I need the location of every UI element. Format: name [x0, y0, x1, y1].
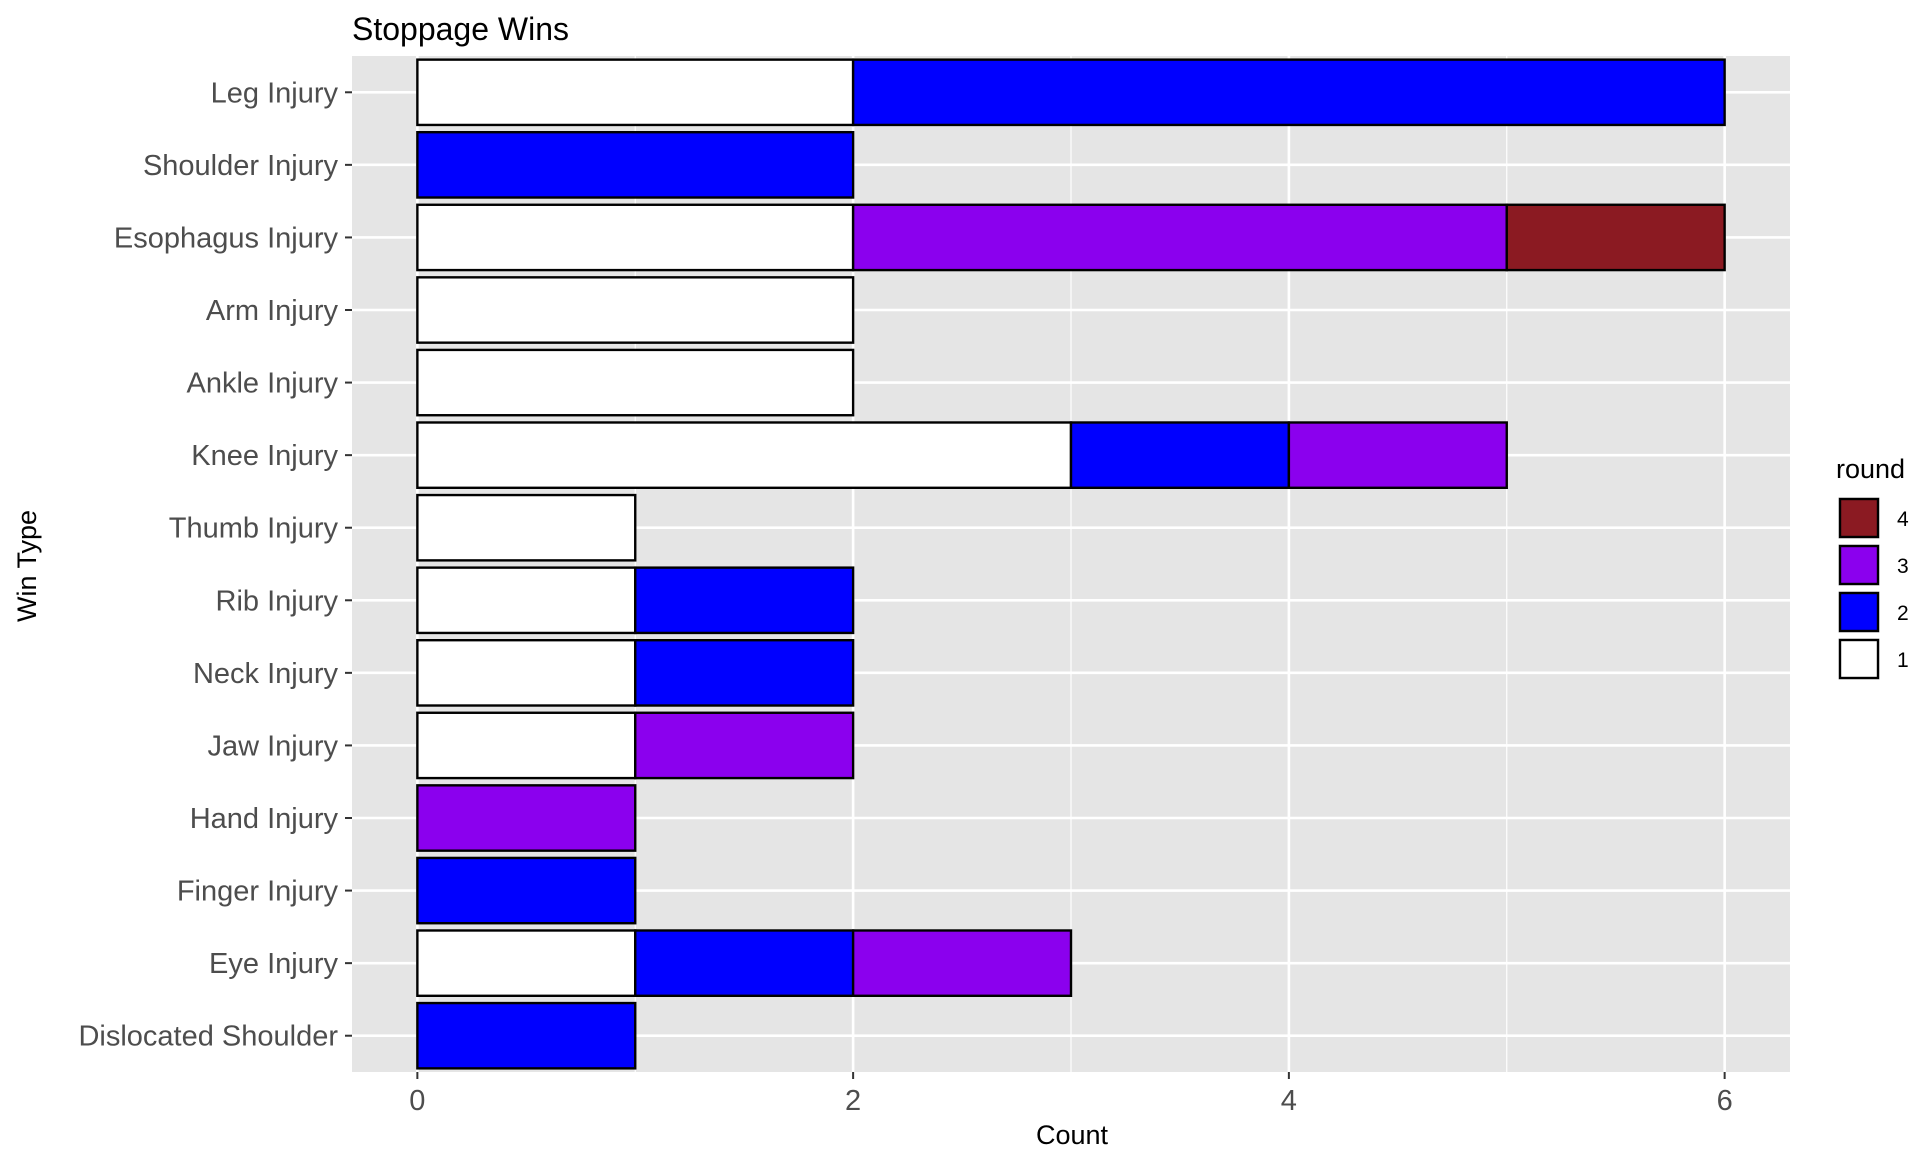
bar-segment [851, 929, 1073, 998]
bar-segment [851, 58, 1726, 127]
x-tick-label: 0 [409, 1085, 425, 1117]
bar-segment [416, 203, 855, 272]
x-axis: 0 2 4 6 [409, 1072, 1733, 1117]
y-tick-label: Thumb Injury [169, 513, 339, 545]
bar-segment [416, 421, 1073, 490]
y-tick-label: Leg Injury [211, 77, 339, 109]
bar-segment [416, 1001, 637, 1070]
bar-segment [416, 566, 637, 635]
x-tick-label: 6 [1717, 1085, 1733, 1117]
x-axis-title: Count [1036, 1120, 1109, 1150]
legend-label: 1 [1897, 649, 1909, 672]
bar-segment [416, 639, 637, 707]
y-tick-label: Eye Injury [209, 948, 338, 980]
y-tick-label: Arm Injury [206, 295, 339, 327]
legend-key [1838, 497, 1880, 539]
y-tick-label: Jaw Injury [207, 730, 338, 762]
y-tick-label: Neck Injury [193, 658, 339, 690]
y-tick-label: Knee Injury [191, 440, 338, 472]
y-tick-label: Esophagus Injury [114, 222, 339, 254]
bar-segment [416, 58, 855, 127]
bar-segment [1505, 203, 1726, 272]
bar-segment [634, 566, 855, 635]
bar-segment [416, 348, 855, 417]
legend-key [1838, 591, 1880, 633]
bar-segment [1287, 421, 1508, 490]
bar-segment [634, 639, 855, 707]
bar-segment [634, 929, 855, 998]
legend-key [1838, 638, 1880, 680]
legend-title: round [1836, 454, 1905, 484]
y-tick-label: Finger Injury [177, 876, 339, 908]
bar-segment [416, 493, 637, 562]
bar-segment [416, 929, 637, 998]
bar-segment [634, 711, 855, 780]
bar-segment [416, 711, 637, 780]
legend-label: 3 [1897, 555, 1909, 578]
chart-title: Stoppage Wins [352, 11, 569, 47]
legend-key [1838, 544, 1880, 586]
bar-segment [416, 130, 855, 199]
y-axis-title: Win Type [12, 510, 42, 622]
y-tick-label: Ankle Injury [186, 368, 338, 400]
bar-segment [416, 856, 637, 925]
bar-segment [851, 203, 1508, 272]
bar-segment [1069, 421, 1291, 490]
y-tick-label: Hand Injury [190, 803, 339, 835]
x-tick-label: 2 [845, 1085, 861, 1117]
x-tick-label: 4 [1281, 1085, 1297, 1117]
legend-label: 4 [1897, 508, 1909, 531]
legend: round 4 3 2 1 [1836, 454, 1909, 680]
bars [416, 58, 1726, 1070]
bar-segment [416, 784, 637, 852]
y-axis: Leg Injury Shoulder Injury Esophagus Injur… [78, 77, 352, 1053]
y-tick-label: Shoulder Injury [143, 150, 339, 182]
legend-label: 2 [1897, 602, 1909, 625]
y-tick-label: Rib Injury [216, 585, 339, 617]
y-tick-label: Dislocated Shoulder [78, 1021, 338, 1053]
bar-segment [416, 276, 855, 344]
